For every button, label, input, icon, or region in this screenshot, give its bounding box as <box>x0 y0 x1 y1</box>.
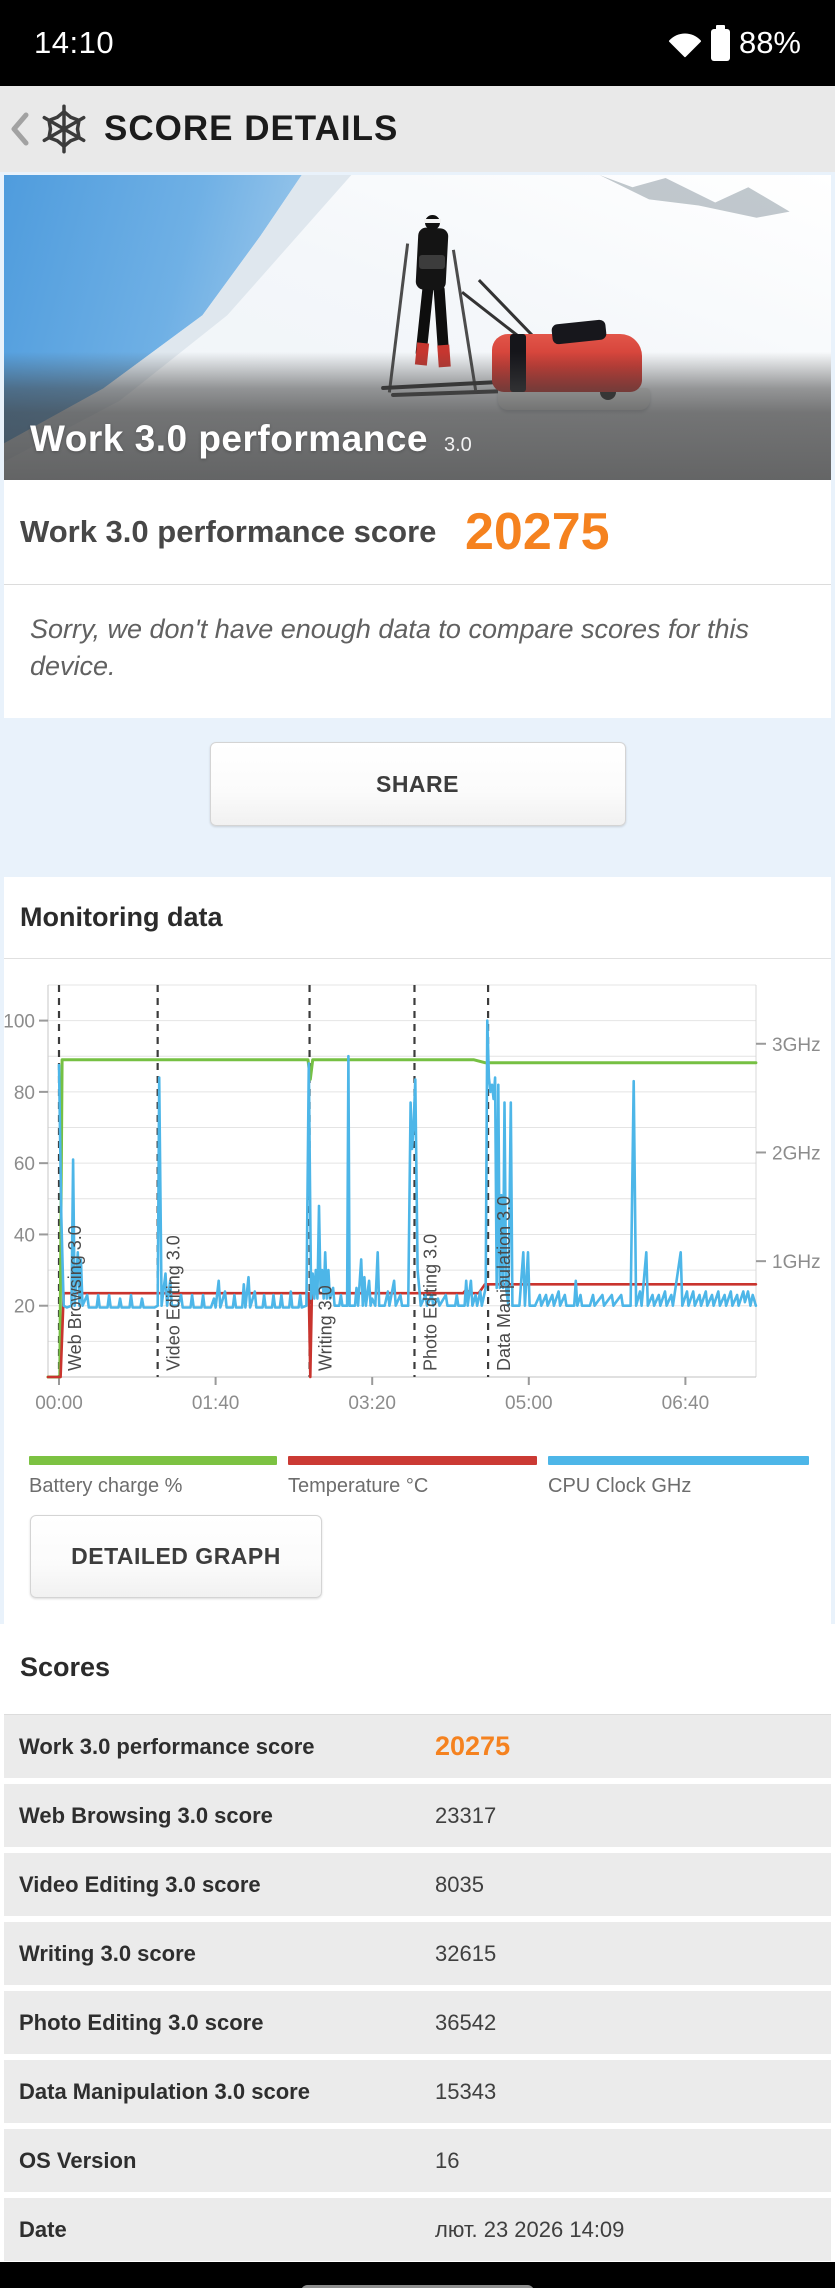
svg-text:01:40: 01:40 <box>192 1393 240 1414</box>
score-row-label: Date <box>19 2216 67 2242</box>
legend-label: CPU Clock GHz <box>548 1475 692 1497</box>
legend-color-bar <box>548 1456 809 1465</box>
score-row-label: Data Manipulation 3.0 score <box>19 2078 310 2104</box>
svg-text:3GHz: 3GHz <box>772 1035 821 1056</box>
score-row-value: 23317 <box>435 1802 497 1828</box>
status-bar: 14:10 88% <box>0 0 835 86</box>
wifi-icon <box>668 28 702 58</box>
detailed-graph-button[interactable]: DETAILED GRAPH <box>30 1515 322 1598</box>
score-summary-value: 20275 <box>465 503 610 561</box>
hero-overlay-gradient <box>4 175 831 480</box>
score-row-value: 32615 <box>435 1940 497 1966</box>
svg-text:Video Editing 3.0: Video Editing 3.0 <box>164 1235 184 1371</box>
svg-text:1GHz: 1GHz <box>772 1252 821 1273</box>
compare-note-text: Sorry, we don't have enough data to comp… <box>30 614 750 682</box>
score-row-label: Video Editing 3.0 score <box>19 1871 261 1897</box>
score-row-value: 8035 <box>435 1871 484 1897</box>
svg-text:06:40: 06:40 <box>662 1393 710 1414</box>
monitoring-title: Monitoring data <box>20 902 223 932</box>
scores-title: Scores <box>20 1652 111 1682</box>
svg-text:03:20: 03:20 <box>348 1393 396 1414</box>
hero-version-badge: 3.0 <box>443 434 472 456</box>
legend-color-bar <box>288 1456 537 1465</box>
legend-item: CPU Clock GHz <box>548 1456 809 1498</box>
score-summary-label: Work 3.0 performance score <box>20 514 437 549</box>
svg-text:100: 100 <box>4 1012 35 1033</box>
score-row-value: 16 <box>435 2147 460 2173</box>
table-row: Work 3.0 performance score 20275 <box>4 1715 831 1778</box>
table-row: Date лют. 23 2026 14:09 <box>4 2198 831 2261</box>
svg-text:05:00: 05:00 <box>505 1393 553 1414</box>
score-row-value: 15343 <box>435 2078 497 2104</box>
hero-image: Work 3.0 performance 3.0 <box>4 175 831 480</box>
battery-icon <box>710 24 730 61</box>
legend-color-bar <box>29 1456 277 1465</box>
score-row-label: Work 3.0 performance score <box>19 1733 315 1759</box>
svg-text:Photo Editing 3.0: Photo Editing 3.0 <box>420 1234 440 1371</box>
battery-percent: 88% <box>738 25 801 60</box>
share-band: SHARE <box>0 742 835 877</box>
hero-title: Work 3.0 performance <box>30 418 428 459</box>
svg-text:2GHz: 2GHz <box>772 1143 821 1164</box>
svg-text:40: 40 <box>14 1225 35 1246</box>
svg-text:Writing 3.0: Writing 3.0 <box>316 1285 336 1371</box>
pcmark-snowflake-icon <box>38 103 90 155</box>
score-row-label: Web Browsing 3.0 score <box>19 1802 273 1828</box>
svg-text:Web Browsing 3.0: Web Browsing 3.0 <box>65 1225 85 1371</box>
scores-section: Scores Work 3.0 performance score 20275 We… <box>0 1624 835 2262</box>
share-button[interactable]: SHARE <box>209 742 626 826</box>
monitoring-card: Monitoring data 20 40 60 80 100 1GHz 2GHz 3GHz 0… <box>3 877 831 1624</box>
gesture-nav-bar <box>0 2262 835 2288</box>
back-icon[interactable] <box>8 105 34 153</box>
monitoring-chart: 20 40 60 80 100 1GHz 2GHz 3GHz 00:00 01:40 03:20 05… <box>3 959 831 1419</box>
table-row: Data Manipulation 3.0 score 15343 <box>4 2060 831 2123</box>
svg-text:00:00: 00:00 <box>35 1393 83 1414</box>
legend-label: Battery charge % <box>29 1475 183 1497</box>
scores-table: Work 3.0 performance score 20275 Web Brows… <box>4 1714 831 2261</box>
legend-label: Temperature °C <box>288 1475 429 1497</box>
page-title: SCORE DETAILS <box>104 109 399 148</box>
score-row-label: Photo Editing 3.0 score <box>19 2009 264 2035</box>
score-row-value: 20275 <box>435 1731 511 1761</box>
table-row: Writing 3.0 score 32615 <box>4 1922 831 1985</box>
table-row: Photo Editing 3.0 score 36542 <box>4 1991 831 2054</box>
score-row-label: Writing 3.0 score <box>19 1940 196 1966</box>
score-summary-card: Work 3.0 performance score 20275 <box>4 480 831 585</box>
gesture-nav-handle[interactable] <box>301 2285 534 2288</box>
table-row: Video Editing 3.0 score 8035 <box>4 1853 831 1916</box>
status-clock: 14:10 <box>34 25 115 60</box>
legend-item: Temperature °C <box>288 1456 537 1498</box>
svg-text:80: 80 <box>14 1083 35 1104</box>
chart-legend: Battery charge % Temperature °C CPU Clock … <box>4 1419 831 1498</box>
svg-text:60: 60 <box>14 1154 35 1175</box>
table-row: Web Browsing 3.0 score 23317 <box>4 1784 831 1847</box>
app-header: SCORE DETAILS <box>0 86 835 172</box>
legend-item: Battery charge % <box>29 1456 277 1498</box>
svg-text:20: 20 <box>14 1297 35 1318</box>
svg-text:Data Manipulation 3.0: Data Manipulation 3.0 <box>494 1196 514 1371</box>
table-row: OS Version 16 <box>4 2129 831 2192</box>
score-row-value: 36542 <box>435 2009 497 2035</box>
score-row-value: лют. 23 2026 14:09 <box>435 2216 625 2242</box>
score-row-label: OS Version <box>19 2147 137 2173</box>
compare-note-card: Sorry, we don't have enough data to comp… <box>4 585 831 718</box>
